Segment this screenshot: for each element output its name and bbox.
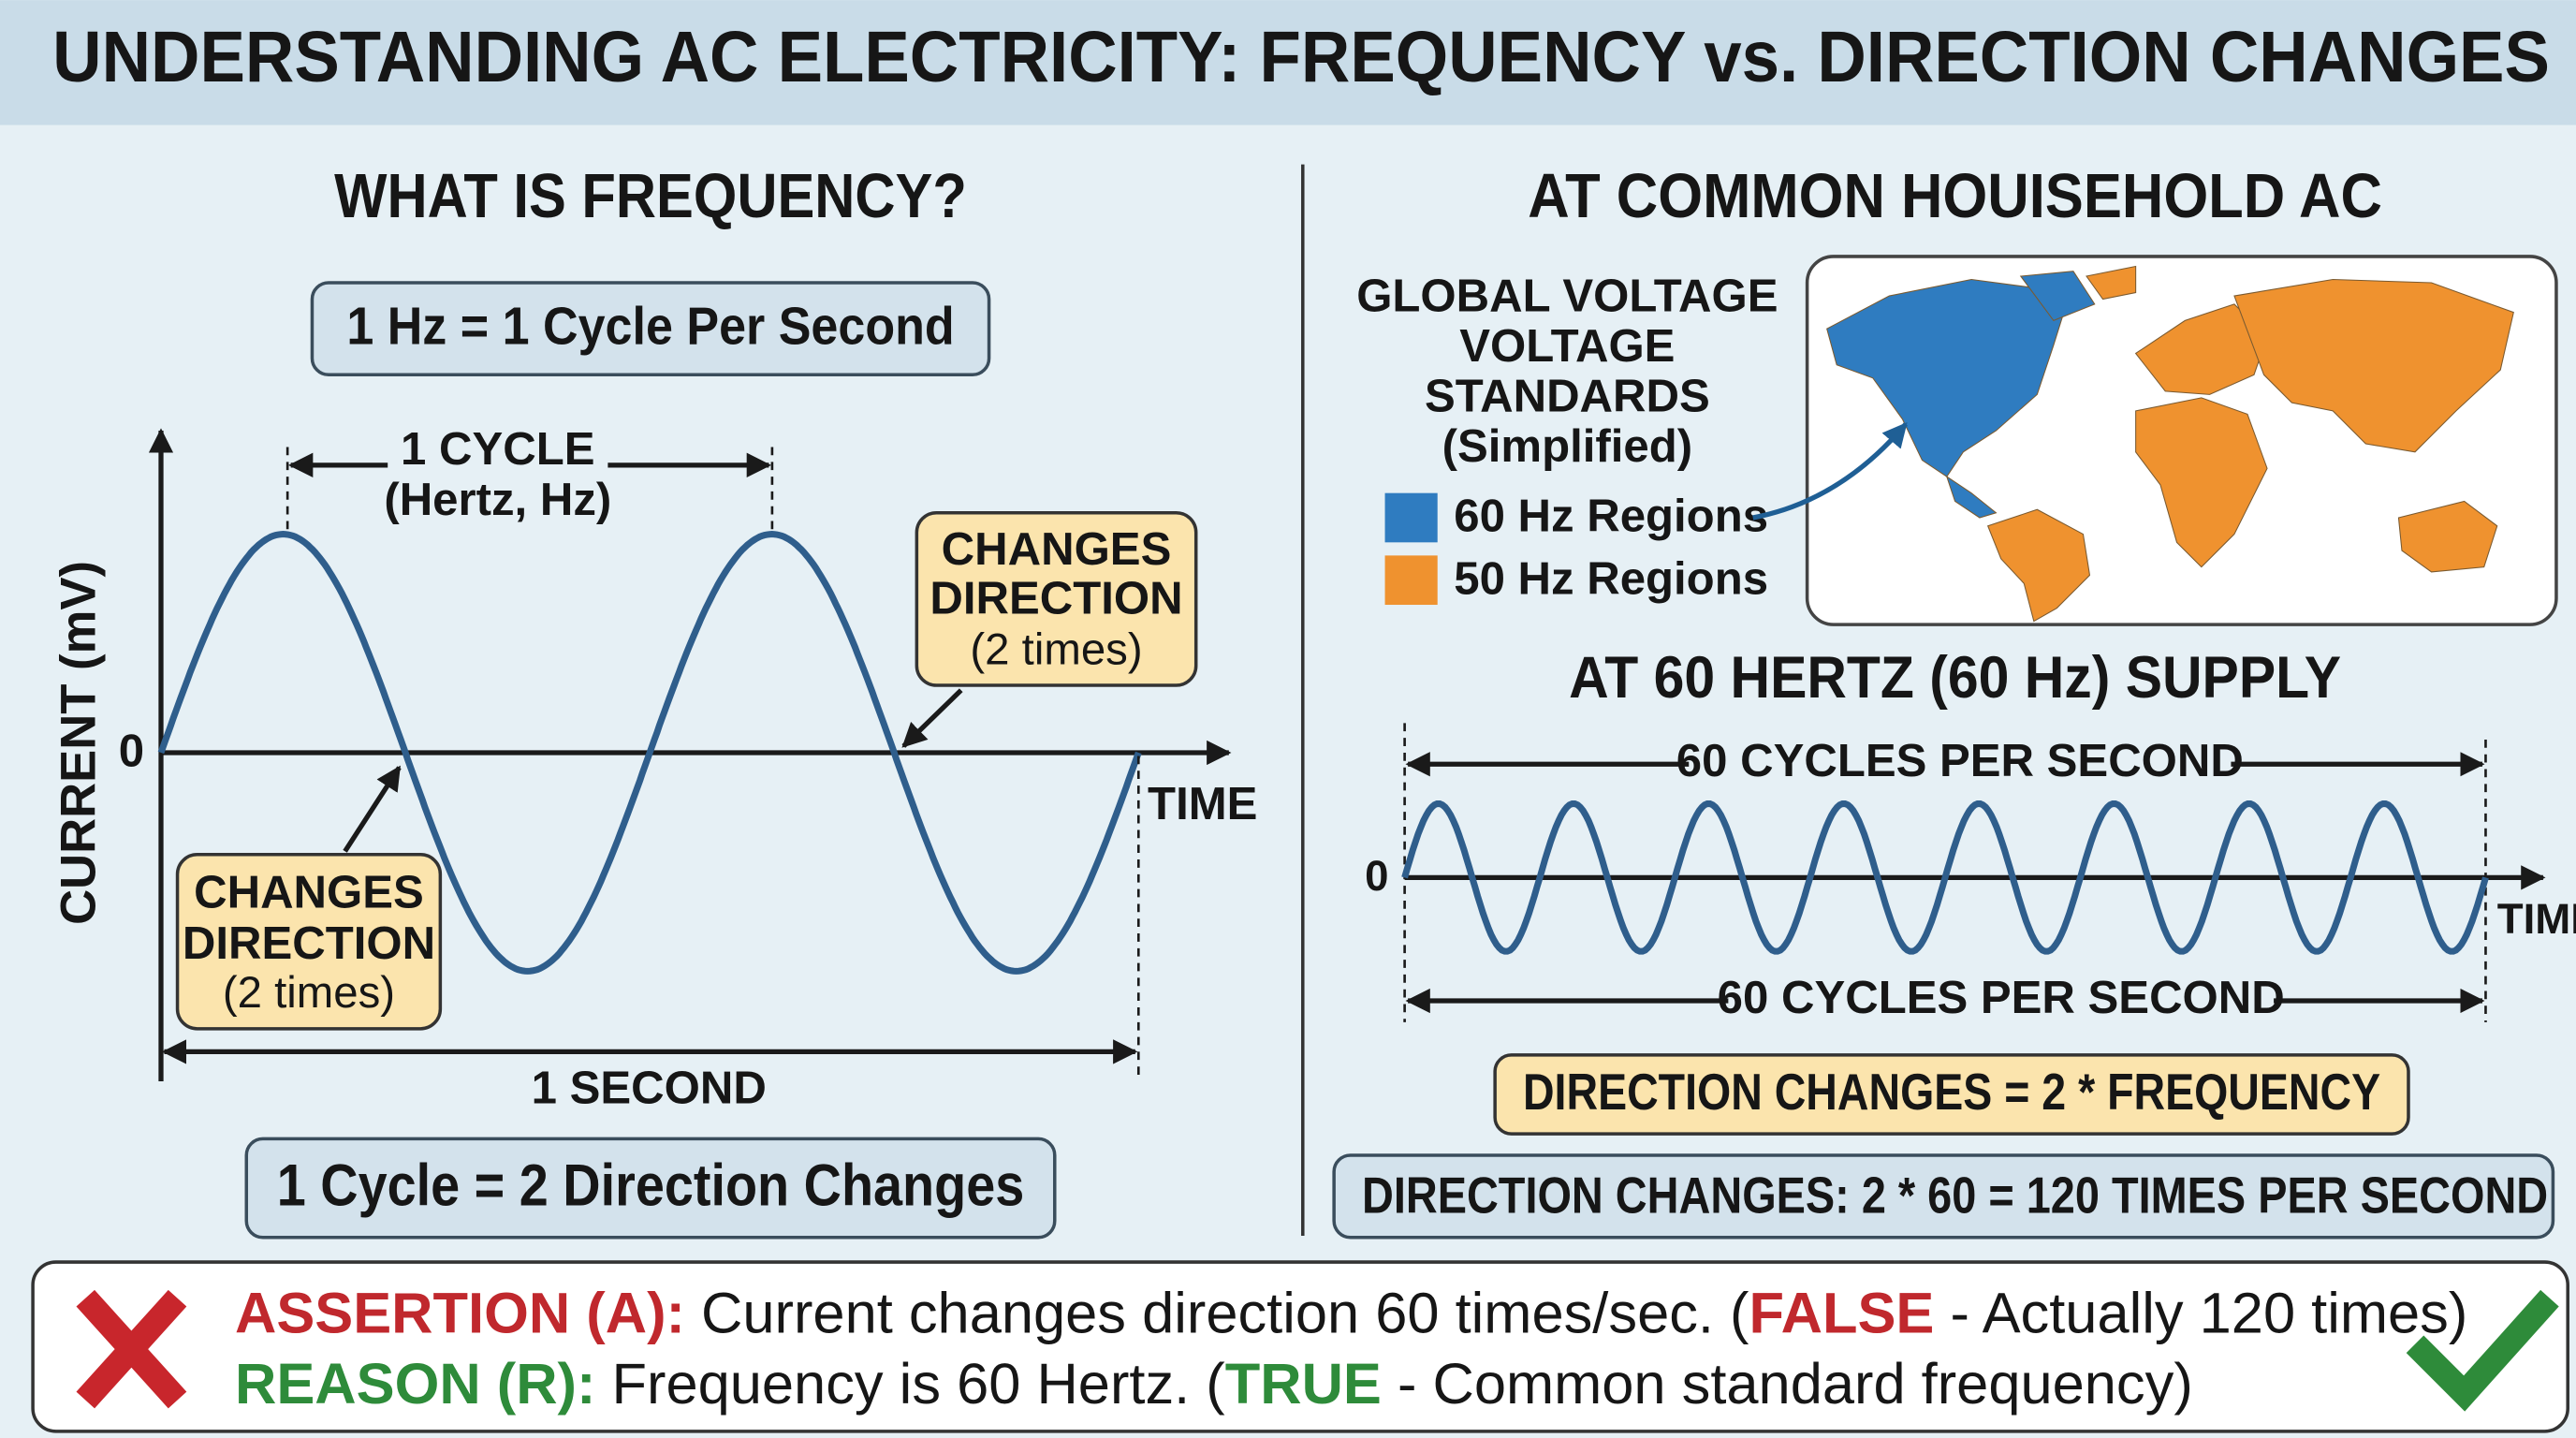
- legend-swatch: [1384, 492, 1438, 543]
- legend-label: 60 Hz Regions: [1454, 492, 1768, 542]
- definition-box: [310, 281, 991, 377]
- check-icon: [2406, 1289, 2559, 1412]
- assertion-text: Current changes direction 60 times/sec. …: [685, 1282, 1749, 1346]
- definition: 1 Hz = 1 Cycle Per Second: [346, 297, 954, 356]
- reason-note: - Common standard frequency): [1382, 1352, 2193, 1416]
- right-heading: AT COMMON HOUISEHOLD AC: [1528, 162, 2382, 231]
- cycle-label: 1 CYCLE: [401, 424, 594, 475]
- summary: 1 Cycle = 2 Direction Changes: [277, 1153, 1025, 1219]
- callout-box: [915, 510, 1198, 687]
- left-heading: WHAT IS FREQUENCY?: [334, 162, 967, 231]
- continent: [1986, 508, 2091, 623]
- conclusion-box: [31, 1260, 2569, 1433]
- top-span-label: 60 CYCLES PER SECOND: [1676, 736, 2244, 786]
- callout-line: DIRECTION: [929, 573, 1182, 624]
- callout-line: CHANGES: [942, 524, 1172, 575]
- continent: [1945, 475, 1998, 519]
- continent: [2233, 278, 2514, 453]
- x-axis-label: TIME: [1148, 779, 1257, 829]
- cycle-unit: (Hertz, Hz): [384, 475, 611, 525]
- callout-line: DIRECTION: [183, 918, 435, 969]
- calculation: DIRECTION CHANGES: 2 * 60 = 120 TIMES PE…: [1362, 1167, 2548, 1225]
- reason: REASON (R): Frequency is 60 Hertz. (TRUE…: [235, 1352, 2193, 1416]
- cross-icon: [76, 1289, 187, 1409]
- zero-label: 0: [119, 726, 144, 777]
- map-title-line: GLOBAL VOLTAGE: [1356, 271, 1778, 322]
- assertion-label: ASSERTION (A):: [235, 1282, 685, 1346]
- continent: [2086, 265, 2137, 301]
- continent: [1826, 278, 2071, 477]
- summary-box: [244, 1137, 1057, 1240]
- continent: [2135, 397, 2268, 568]
- formula: DIRECTION CHANGES = 2 * FREQUENCY: [1523, 1064, 2380, 1121]
- callout-note: (2 times): [970, 624, 1142, 674]
- zero-label: 0: [1365, 852, 1388, 900]
- callout-box: [175, 853, 443, 1031]
- supply-heading: AT 60 HERTZ (60 Hz) SUPPLY: [1569, 645, 2341, 711]
- continent: [2019, 271, 2096, 322]
- map-title-line: VOLTAGE: [1459, 321, 1675, 372]
- callout-arrow: [901, 688, 963, 748]
- title: UNDERSTANDING AC ELECTRICITY: FREQUENCY …: [52, 17, 2550, 97]
- map-arrow: [1752, 421, 1908, 521]
- calculation-box: [1332, 1153, 2555, 1240]
- label-backdrop: [1728, 976, 2275, 1026]
- formula-box: [1493, 1053, 2410, 1136]
- x-axis-label: TIME: [2497, 895, 2576, 943]
- duration-label: 1 SECOND: [532, 1064, 767, 1114]
- label-backdrop: [1689, 739, 2232, 789]
- callout-note: (2 times): [223, 968, 395, 1018]
- callout-arrow: [343, 765, 402, 853]
- assertion-note: - Actually 120 times): [1934, 1282, 2467, 1346]
- legend-swatch: [1384, 555, 1438, 606]
- legend-label: 50 Hz Regions: [1454, 553, 1768, 604]
- assertion: ASSERTION (A): Current changes direction…: [235, 1282, 2467, 1346]
- sine-wave: [157, 531, 1142, 975]
- continent: [2397, 500, 2498, 573]
- map-title-line: STANDARDS: [1425, 372, 1710, 422]
- y-axis-label: CURRENT (mV): [51, 561, 107, 925]
- world-map: [1826, 265, 2514, 623]
- callout-line: CHANGES: [194, 868, 424, 918]
- assertion-verdict: FALSE: [1749, 1282, 1935, 1346]
- header-band: [0, 0, 2576, 125]
- reason-verdict: TRUE: [1225, 1352, 1382, 1416]
- sine-wave: [1401, 800, 2489, 955]
- map-title-line: (Simplified): [1442, 421, 1692, 472]
- reason-text: Frequency is 60 Hertz. (: [595, 1352, 1225, 1416]
- reason-label: REASON (R):: [235, 1352, 595, 1416]
- bottom-span-label: 60 CYCLES PER SECOND: [1718, 973, 2285, 1023]
